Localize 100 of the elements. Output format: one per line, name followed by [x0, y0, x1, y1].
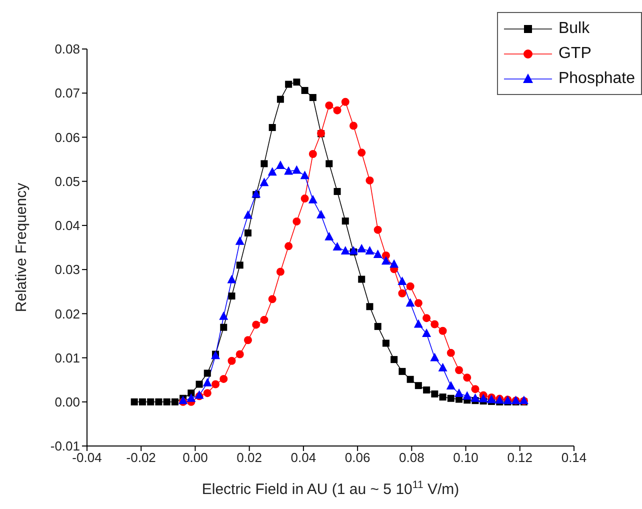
point	[470, 393, 480, 402]
point	[365, 246, 374, 255]
point	[439, 394, 446, 401]
x-tick-label: 0.00	[182, 450, 208, 466]
point	[406, 376, 414, 383]
point	[292, 217, 301, 226]
x-axis-title: Electric Field in AU (1 au ~ 5 10$^{11}$ V/m)	[202, 479, 460, 498]
point	[446, 381, 456, 390]
point	[130, 398, 138, 406]
point	[447, 394, 454, 402]
point	[308, 150, 317, 158]
point	[446, 348, 455, 357]
y-tick-label: 0.04	[54, 218, 80, 234]
point	[236, 262, 244, 269]
point	[244, 336, 252, 344]
point	[340, 246, 350, 255]
point	[406, 298, 415, 307]
point	[326, 160, 333, 168]
point	[268, 167, 277, 176]
point	[382, 340, 390, 347]
point	[309, 94, 316, 102]
point	[398, 368, 406, 375]
point	[422, 314, 431, 322]
point	[332, 242, 342, 251]
point	[227, 274, 236, 284]
point	[414, 299, 422, 308]
point	[204, 370, 211, 377]
point	[285, 80, 292, 88]
point	[438, 362, 448, 372]
point	[292, 165, 302, 174]
y-tick-label: 0.06	[54, 130, 80, 145]
point	[300, 194, 309, 203]
point	[342, 218, 349, 225]
point	[366, 303, 374, 310]
point	[196, 380, 203, 388]
point	[260, 160, 268, 168]
point	[268, 124, 276, 132]
point	[186, 393, 196, 402]
x-tick-label: 0.10	[453, 450, 478, 466]
point	[390, 356, 398, 364]
point	[228, 356, 236, 365]
point	[228, 292, 236, 300]
point	[171, 398, 178, 406]
point	[373, 250, 382, 258]
point	[163, 398, 170, 406]
x-tick-label: -0.02	[126, 450, 156, 466]
legend-label: Phosphate	[558, 70, 635, 88]
point	[284, 166, 294, 175]
point	[422, 328, 432, 338]
point	[414, 382, 422, 390]
point	[398, 276, 407, 285]
point	[358, 276, 366, 283]
point	[478, 394, 488, 402]
point	[349, 122, 358, 130]
x-tick-label: 0.04	[290, 450, 316, 466]
point	[438, 326, 447, 335]
point	[219, 311, 228, 320]
point	[374, 226, 382, 234]
point	[357, 244, 366, 252]
point	[390, 259, 399, 268]
x-tick-label: 0.02	[236, 450, 262, 466]
point	[301, 86, 308, 94]
y-tick-label: 0.05	[54, 174, 80, 189]
point	[235, 236, 244, 245]
point	[212, 380, 220, 388]
point	[398, 289, 406, 298]
y-axis-title: Relative Frequency	[13, 182, 30, 312]
point	[308, 194, 318, 204]
point	[268, 295, 276, 304]
point	[430, 352, 440, 362]
point	[334, 188, 341, 195]
y-tick-label: 0.02	[54, 306, 80, 322]
point	[462, 391, 472, 400]
point	[260, 316, 268, 324]
y-tick-label: 0.03	[54, 262, 80, 278]
point	[374, 322, 382, 330]
x-tick-label: 0.06	[344, 450, 370, 466]
point	[202, 378, 212, 386]
x-tick-label: 0.12	[507, 450, 533, 466]
point	[220, 324, 228, 331]
y-tick-label: 0.01	[54, 350, 80, 366]
point	[430, 320, 439, 328]
point	[333, 106, 342, 114]
point	[325, 101, 334, 110]
point	[155, 398, 162, 406]
point	[147, 398, 154, 406]
y-tick-label: 0.00	[54, 394, 80, 410]
point	[414, 319, 423, 328]
point	[300, 170, 310, 180]
point	[341, 98, 350, 106]
y-tick-label: 0.08	[54, 42, 80, 57]
point	[293, 78, 300, 86]
point	[381, 256, 390, 265]
point	[276, 268, 284, 276]
point	[324, 232, 334, 240]
point	[138, 398, 146, 406]
point	[220, 374, 228, 383]
y-tick-label: 0.07	[54, 86, 80, 101]
point	[236, 350, 244, 358]
point	[366, 176, 374, 184]
